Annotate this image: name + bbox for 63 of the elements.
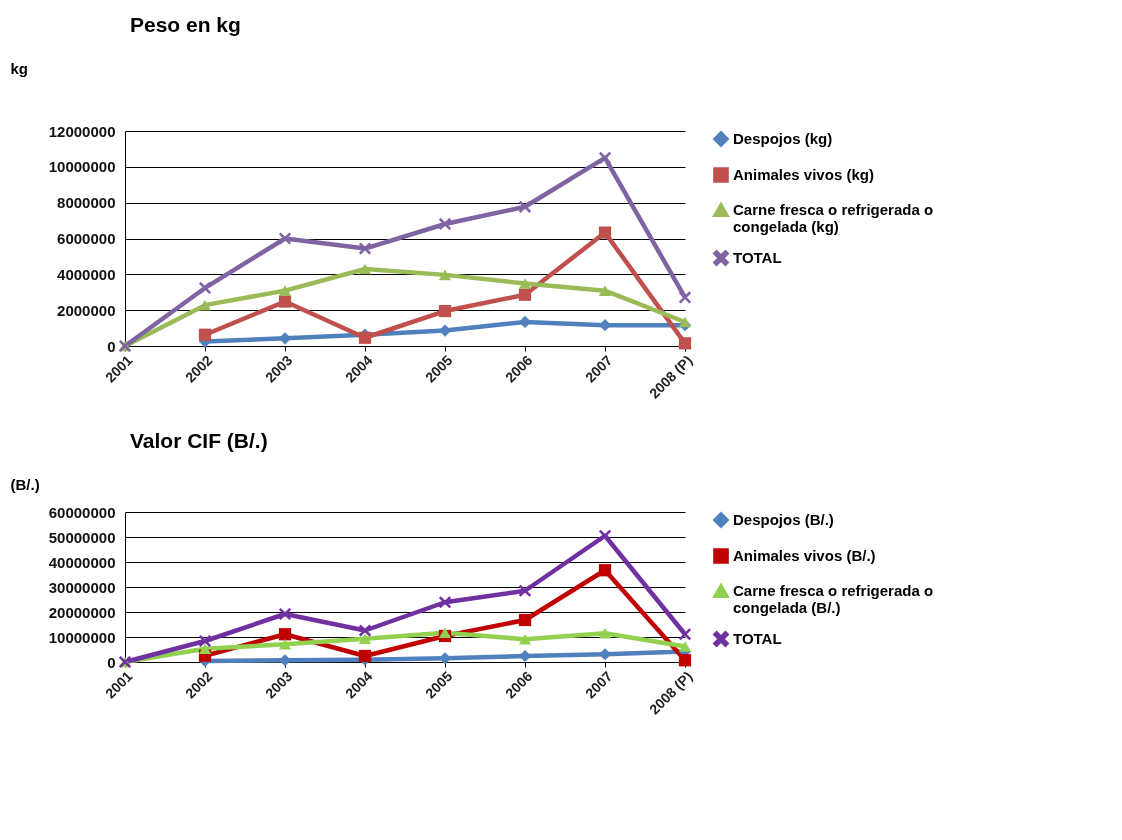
point bbox=[438, 269, 452, 281]
point bbox=[518, 278, 532, 289]
legend-label: Animales vivos (B/.) bbox=[733, 547, 876, 564]
point bbox=[198, 643, 212, 655]
legend-label: TOTAL bbox=[733, 249, 782, 266]
point bbox=[678, 654, 692, 667]
legend-label: Carne fresca o refrigerada o congelada (B/.) bbox=[733, 582, 934, 616]
point bbox=[358, 624, 372, 637]
point bbox=[678, 291, 692, 304]
legend-label: Carne fresca o refrigerada o congelada (kg) bbox=[733, 201, 934, 235]
y-tick-label: 30000000 bbox=[48, 578, 116, 596]
point bbox=[438, 324, 452, 337]
point bbox=[278, 295, 292, 308]
point bbox=[598, 529, 612, 542]
y-axis-title: (B/.) bbox=[10, 475, 40, 493]
point bbox=[598, 648, 612, 661]
point bbox=[678, 337, 692, 350]
point bbox=[518, 633, 532, 645]
y-tick-label: 20000000 bbox=[48, 603, 116, 621]
point bbox=[518, 584, 532, 597]
point bbox=[598, 285, 612, 296]
y-tick-label: 60000000 bbox=[48, 503, 116, 521]
point bbox=[598, 627, 612, 639]
point bbox=[678, 628, 692, 641]
y-tick-label: 8000000 bbox=[57, 194, 116, 212]
point bbox=[358, 633, 372, 645]
y-tick-label: 0 bbox=[107, 337, 116, 355]
point bbox=[278, 628, 292, 641]
y-tick-label: 0 bbox=[107, 653, 116, 671]
point bbox=[518, 200, 532, 213]
chart-title: Peso en kg bbox=[130, 13, 241, 36]
point bbox=[678, 641, 692, 652]
y-tick-label: 12000000 bbox=[48, 122, 116, 140]
y-tick-label: 4000000 bbox=[57, 265, 116, 283]
y-tick-label: 2000000 bbox=[57, 301, 116, 319]
point bbox=[438, 596, 452, 609]
y-axis-title: kg bbox=[10, 59, 29, 77]
point bbox=[678, 316, 692, 328]
legend-label: TOTAL bbox=[733, 630, 782, 647]
point bbox=[198, 328, 212, 341]
point bbox=[358, 263, 372, 275]
point bbox=[358, 649, 372, 663]
legend-label: Despojos (kg) bbox=[733, 130, 833, 147]
point bbox=[598, 564, 612, 577]
point bbox=[518, 288, 532, 301]
y-tick-label: 6000000 bbox=[57, 230, 116, 247]
y-tick-label: 10000000 bbox=[48, 158, 116, 176]
legend-label: Animales vivos (kg) bbox=[733, 166, 874, 183]
point bbox=[518, 613, 532, 627]
point bbox=[278, 232, 292, 245]
y-tick-label: 10000000 bbox=[48, 628, 116, 646]
point bbox=[358, 242, 372, 255]
point bbox=[278, 332, 292, 345]
y-tick-label: 40000000 bbox=[48, 553, 116, 571]
point bbox=[438, 627, 452, 639]
point bbox=[278, 285, 292, 296]
point bbox=[598, 226, 612, 239]
point bbox=[278, 638, 292, 650]
y-tick-label: 50000000 bbox=[48, 528, 116, 546]
point bbox=[198, 299, 212, 311]
point bbox=[438, 304, 452, 318]
legend-label: Despojos (B/.) bbox=[733, 511, 834, 528]
chart-title: Valor CIF (B/.) bbox=[130, 429, 268, 452]
